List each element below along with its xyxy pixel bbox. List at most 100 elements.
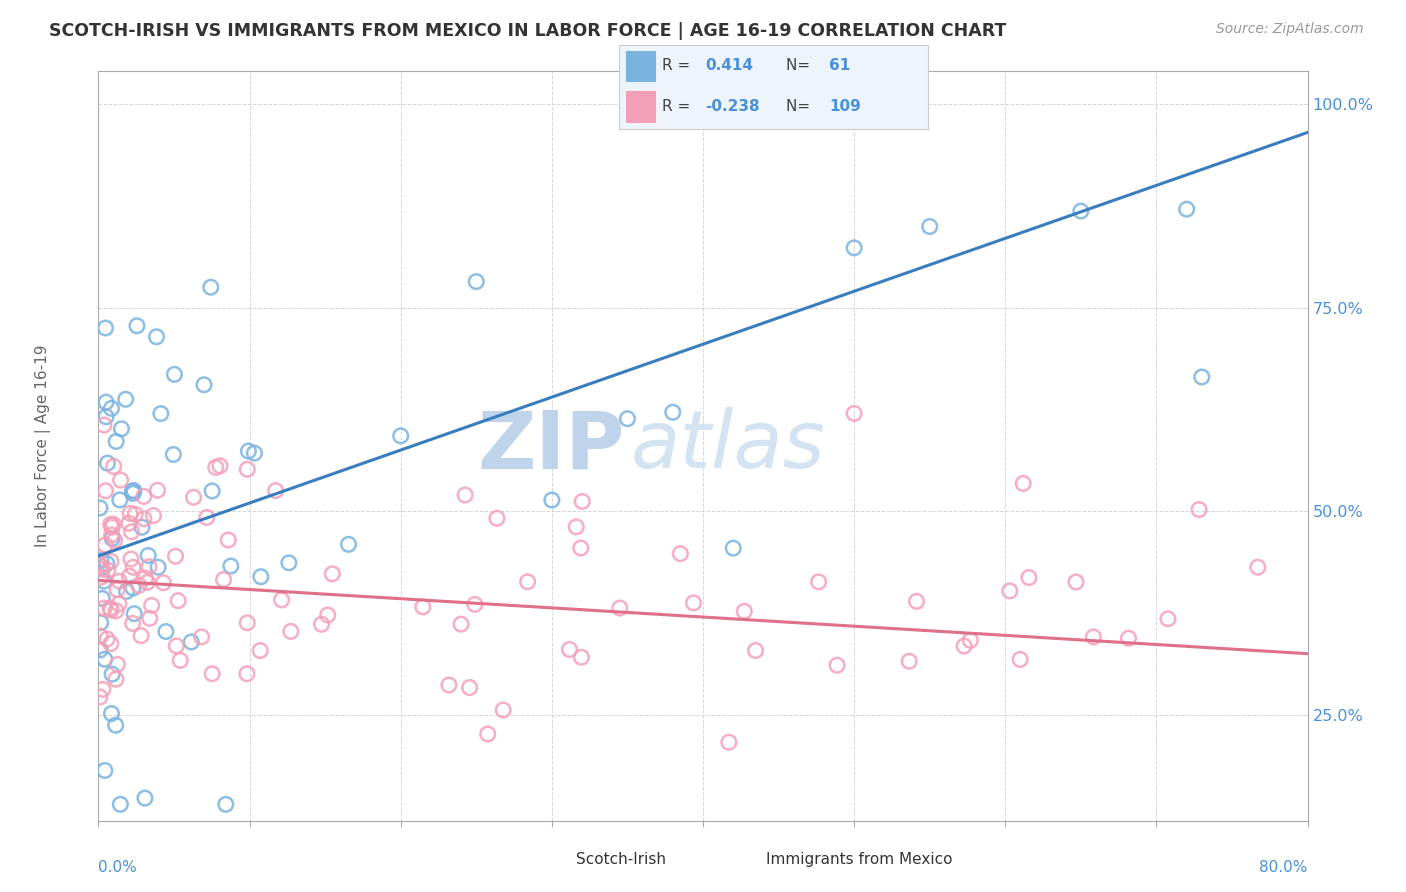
Point	[959, 633, 981, 648]
Point	[998, 583, 1021, 598]
Point	[96, 632, 118, 646]
Point	[108, 492, 131, 507]
Point	[733, 604, 755, 618]
Point	[128, 578, 150, 592]
Point	[103, 459, 125, 474]
Point	[136, 575, 159, 590]
Point	[1070, 204, 1092, 219]
Text: -0.238: -0.238	[706, 99, 759, 114]
Point	[121, 524, 143, 539]
Point	[108, 597, 131, 611]
Point	[105, 434, 128, 449]
Point	[569, 541, 592, 555]
Point	[122, 581, 145, 595]
Point	[236, 462, 259, 476]
Point	[844, 406, 866, 420]
Point	[212, 573, 235, 587]
Point	[118, 569, 141, 583]
Point	[110, 422, 132, 436]
Point	[103, 517, 125, 532]
Point	[1175, 202, 1198, 217]
Point	[90, 553, 112, 567]
Point	[1012, 476, 1035, 491]
Point	[108, 574, 131, 589]
Point	[138, 559, 160, 574]
Point	[93, 418, 115, 433]
Point	[280, 624, 302, 639]
Text: Scotch-Irish: Scotch-Irish	[576, 853, 666, 867]
Point	[201, 483, 224, 498]
Point	[905, 594, 928, 608]
Point	[450, 617, 472, 632]
Text: 80.0%: 80.0%	[1260, 860, 1308, 874]
Point	[243, 446, 266, 460]
Point	[661, 405, 683, 419]
Point	[1247, 560, 1270, 574]
Point	[89, 643, 111, 657]
Point	[723, 541, 745, 556]
Point	[454, 488, 477, 502]
Point	[101, 667, 124, 681]
Text: ZIP: ZIP	[477, 407, 624, 485]
Text: 61: 61	[830, 58, 851, 73]
Point	[100, 528, 122, 542]
Point	[844, 241, 866, 255]
Point	[101, 532, 124, 546]
Point	[717, 735, 740, 749]
Point	[165, 549, 187, 564]
Point	[146, 483, 169, 498]
Point	[120, 552, 142, 566]
Point	[89, 558, 111, 573]
Point	[93, 574, 115, 589]
Point	[101, 520, 124, 534]
Point	[682, 596, 704, 610]
Point	[104, 718, 127, 732]
Point	[149, 407, 172, 421]
Point	[162, 447, 184, 461]
Point	[110, 473, 132, 487]
Point	[89, 690, 111, 704]
Point	[131, 520, 153, 534]
Point	[89, 500, 111, 515]
Point	[132, 490, 155, 504]
Text: R =: R =	[662, 58, 695, 73]
Point	[124, 508, 146, 522]
Point	[129, 629, 152, 643]
Point	[142, 508, 165, 523]
Point	[100, 517, 122, 532]
Point	[169, 653, 191, 667]
Point	[316, 607, 339, 622]
Point	[458, 681, 481, 695]
Point	[100, 554, 122, 568]
Point	[132, 512, 155, 526]
Point	[141, 599, 163, 613]
Point	[250, 570, 273, 584]
Point	[238, 444, 260, 458]
Point	[114, 392, 136, 407]
Point	[540, 493, 562, 508]
Point	[96, 456, 118, 470]
Text: SCOTCH-IRISH VS IMMIGRANTS FROM MEXICO IN LABOR FORCE | AGE 16-19 CORRELATION CH: SCOTCH-IRISH VS IMMIGRANTS FROM MEXICO I…	[49, 22, 1007, 40]
Point	[90, 570, 112, 584]
Point	[807, 574, 830, 589]
Point	[89, 629, 111, 643]
Point	[609, 601, 631, 615]
Point	[236, 615, 259, 630]
Text: 109: 109	[830, 99, 860, 114]
Point	[94, 764, 117, 778]
Point	[94, 321, 117, 335]
Point	[105, 604, 128, 618]
Point	[122, 607, 145, 621]
Point	[165, 639, 187, 653]
Point	[94, 409, 117, 424]
Point	[277, 556, 299, 570]
Point	[98, 601, 121, 615]
Point	[190, 630, 212, 644]
Point	[91, 562, 114, 576]
Point	[100, 603, 122, 617]
Point	[485, 511, 508, 525]
Point	[918, 219, 941, 234]
Point	[1018, 570, 1040, 584]
Point	[120, 507, 142, 521]
Point	[437, 678, 460, 692]
